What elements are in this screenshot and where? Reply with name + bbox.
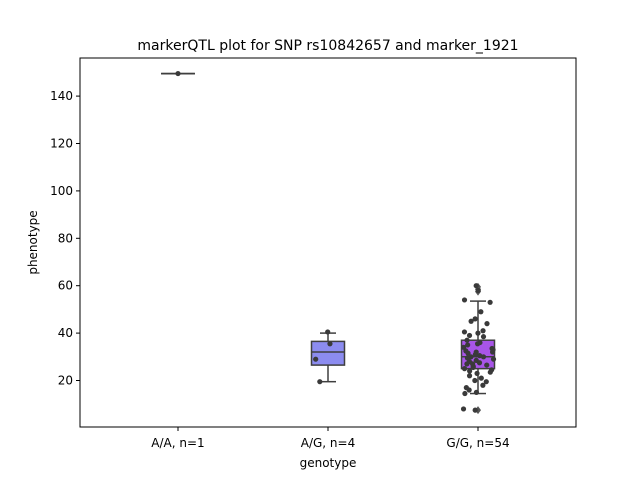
data-point [480,334,487,340]
box-2 [310,332,346,383]
data-point [464,361,470,367]
data-point [325,329,331,335]
data-point [487,299,493,305]
data-point [465,342,471,348]
data-point [468,318,474,324]
y-tick-label: 40 [58,326,73,340]
data-point [480,354,487,360]
y-axis: 20 40 60 80 100 120 140 [50,89,80,388]
data-point [473,389,480,395]
data-point [461,329,468,335]
y-tick-label: 120 [50,137,73,151]
x-axis-title: genotype [300,456,357,470]
data-point [464,337,470,343]
data-point [461,297,468,303]
y-tick-label: 140 [50,89,73,103]
y-tick-label: 80 [58,231,73,245]
data-point [483,379,489,385]
data-point [466,332,473,339]
y-tick-label: 60 [58,279,73,293]
data-point [484,321,490,327]
data-point [465,350,471,356]
box-body [310,340,346,366]
data-point [473,283,479,289]
data-point [470,364,476,371]
data-point [472,377,478,384]
data-point [480,382,486,388]
data-point [487,369,493,375]
data-point [475,330,481,336]
data-point [480,328,486,334]
data-point [327,341,333,347]
y-tick-label: 100 [50,184,73,198]
data-point [460,406,467,412]
data-point [490,356,497,362]
data-points [175,70,497,413]
data-point [474,341,481,347]
chart-title: markerQTL plot for SNP rs10842657 and ma… [137,38,518,54]
boxes [161,72,496,415]
data-point [474,370,480,376]
data-point [484,362,490,368]
data-point [489,349,496,355]
data-point [466,373,473,379]
data-point [462,390,468,397]
data-point [313,356,319,362]
data-point [476,360,483,366]
data-point [472,316,478,322]
data-point [478,309,484,315]
data-point [461,366,468,372]
y-tick-label: 20 [58,374,73,388]
data-point [175,70,181,77]
data-point [466,387,472,393]
data-point [317,379,323,385]
data-point [472,407,478,413]
x-tick-label: G/G, n=54 [446,436,509,450]
data-point [472,351,479,358]
y-axis-title: phenotype [26,210,40,274]
x-tick-label: A/G, n=4 [301,436,355,450]
x-tick-label: A/A, n=1 [151,436,204,450]
data-point [475,287,481,294]
data-point [467,368,473,374]
x-axis: A/A, n=1 A/G, n=4 G/G, n=54 [151,427,510,450]
data-point [478,375,484,381]
